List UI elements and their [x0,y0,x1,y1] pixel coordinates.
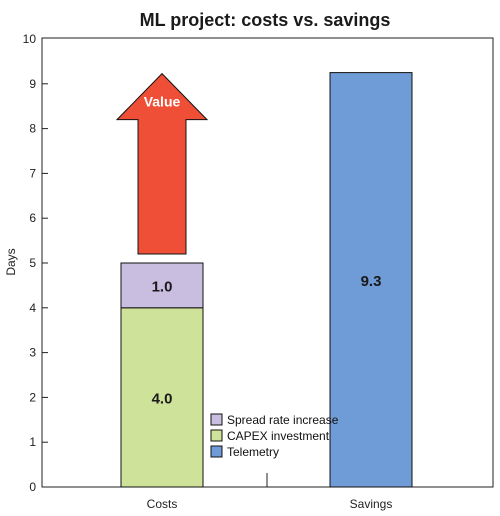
legend: Spread rate increase CAPEX investment Tele… [210,413,339,459]
y-axis: 0 1 2 3 4 5 6 7 8 9 10 [23,32,48,494]
y-tick-label: 10 [23,32,37,46]
y-tick-label: 2 [29,390,36,404]
value-arrow-label: Value [144,94,181,110]
y-tick-label: 8 [29,122,36,136]
bar-segment [120,307,204,488]
data-label: 9.3 [361,273,382,290]
bar-segment [120,262,204,309]
legend-swatch [210,445,223,458]
legend-swatch [210,429,223,442]
y-tick-label: 3 [29,346,36,360]
chart-title: ML project: costs vs. savings [140,10,391,30]
data-label: 4.0 [152,390,173,407]
bar-segment [329,72,413,488]
y-tick-label: 6 [29,211,36,225]
data-label: 1.0 [152,278,173,295]
legend-label: Spread rate increase [227,413,339,427]
legend-label: CAPEX investment [227,429,330,443]
y-tick-label: 0 [29,480,36,494]
y-axis-label: Days [4,248,18,275]
x-tick-label: Savings [350,497,393,511]
y-tick-label: 1 [29,435,36,449]
legend-label: Telemetry [227,445,279,459]
bars: 4.0 1.0 9.3 [120,72,413,488]
legend-swatch [210,413,223,426]
value-arrow: Value [115,72,209,255]
x-axis: Costs Savings [147,473,393,511]
x-tick-label: Costs [147,497,178,511]
y-tick-label: 5 [29,256,36,270]
y-tick-label: 7 [29,166,36,180]
value-arrow-shape [115,72,209,255]
y-tick-label: 4 [29,301,36,315]
y-tick-label: 9 [29,77,36,91]
